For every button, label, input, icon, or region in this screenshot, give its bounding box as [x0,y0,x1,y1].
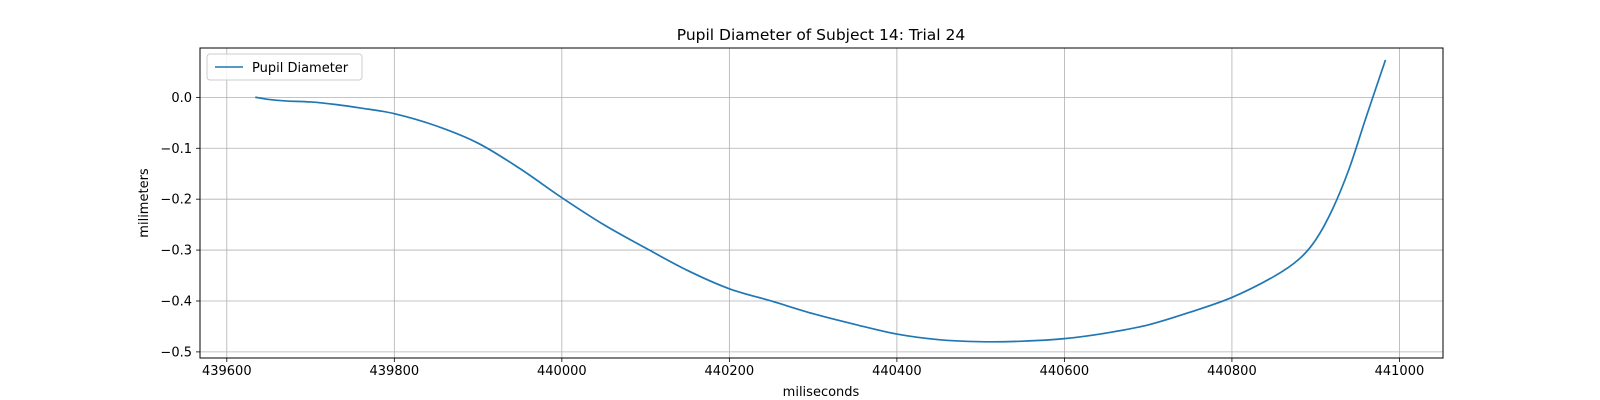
legend-box [206,53,363,81]
y-tick-label: −0.1 [160,142,192,157]
series-layer [255,59,1387,343]
y-tick-label: −0.4 [160,294,192,309]
chart-title: Pupil Diameter of Subject 14: Trial 24 [677,26,966,44]
series-line-pupil-diameter [255,59,1387,343]
x-axis-label: miliseconds [783,385,860,400]
plot-frame [199,47,1444,359]
y-tick-label: 0.0 [171,91,192,106]
x-tick-label: 439600 [202,364,252,379]
x-tick-label: 441000 [1375,364,1425,379]
y-tick-label: −0.2 [160,193,192,208]
y-axis-ticks: 0.0 −0.1 −0.2 −0.3 −0.4 −0.5 [160,91,200,360]
x-tick-label: 440400 [872,364,922,379]
x-tick-label: 439800 [370,364,420,379]
plot-area [200,48,1443,358]
x-tick-label: 440600 [1040,364,1090,379]
y-tick-label: −0.3 [160,244,192,259]
legend: Pupil Diameter [206,53,363,81]
y-tick-label: −0.5 [160,345,192,360]
grid-lines [200,48,1443,358]
legend-entry-pupil-diameter: Pupil Diameter [252,61,349,76]
y-axis-label: milimeters [137,168,152,238]
x-tick-label: 440800 [1207,364,1257,379]
x-tick-label: 440200 [705,364,755,379]
x-tick-label: 440000 [537,364,587,379]
x-axis-ticks: 439600 439800 440000 440200 440400 440600 4408… [202,358,1424,379]
